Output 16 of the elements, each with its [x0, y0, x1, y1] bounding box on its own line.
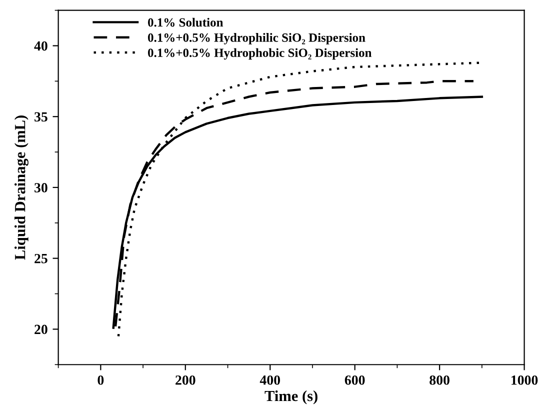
y-tick-label: 30	[34, 183, 48, 192]
y-tick-label: 40	[34, 41, 48, 51]
x-tick-label: 800	[430, 375, 450, 385]
y-tick-label: 20	[34, 324, 48, 334]
y-tick-label: 25	[34, 254, 48, 264]
y-axis-title: Liquid Drainage (mL)	[14, 116, 28, 260]
legend-label: 0.1%+0.5% Hydrophilic SiO₂ Dispersion	[148, 33, 366, 44]
legend-label: 0.1% Solution	[148, 18, 224, 27]
legend-label: 0.1%+0.5% Hydrophobic SiO₂ Dispersion	[148, 48, 372, 60]
x-tick-label: 600	[344, 375, 365, 385]
x-tick-label: 1000	[512, 375, 538, 385]
x-tick-label: 0	[98, 375, 104, 385]
x-tick-label: 400	[260, 375, 280, 385]
x-tick-label: 200	[176, 375, 196, 385]
y-tick-label: 35	[34, 112, 48, 122]
x-axis-title: Time (s)	[264, 390, 318, 404]
